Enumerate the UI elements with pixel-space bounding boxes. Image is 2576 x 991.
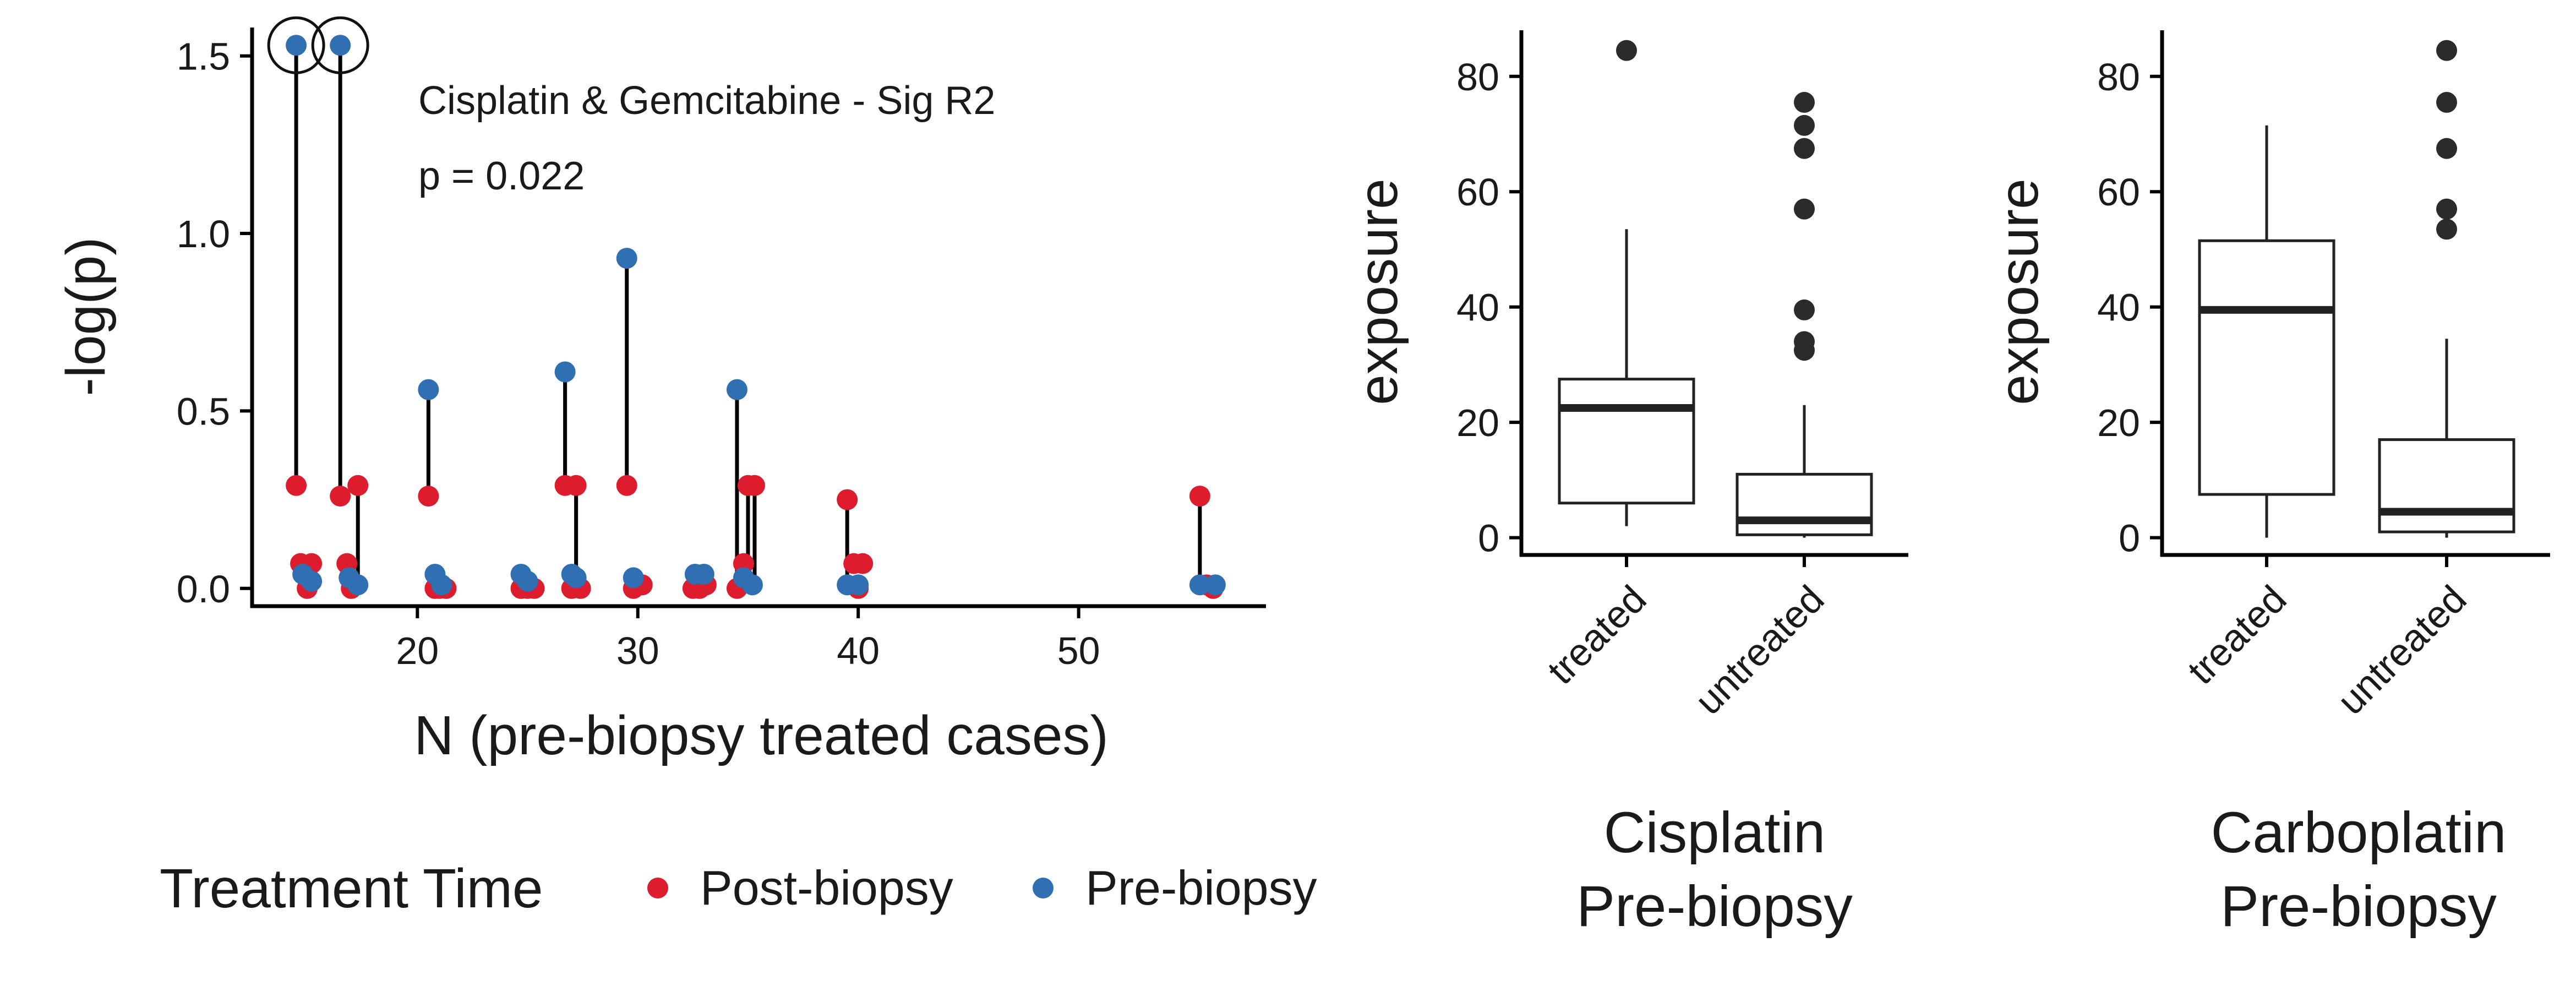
box-y-tick-label: 40 (1456, 286, 1499, 329)
scatter-x-axis-title: N (pre-biopsy treated cases) (414, 705, 1109, 766)
pre-biopsy-point (347, 574, 369, 596)
pre-biopsy-point (517, 570, 538, 592)
post-biopsy-point (286, 475, 307, 496)
pre-biopsy-point (623, 567, 644, 589)
legend-post-biopsy-marker (647, 878, 668, 899)
pre-biopsy-point (286, 35, 307, 56)
pre-biopsy-point (616, 248, 637, 269)
scatter-x-ticks: 20 30 40 50 (396, 606, 1100, 672)
post-biopsy-point (852, 553, 874, 574)
box-y-tick-label: 60 (2097, 171, 2140, 214)
cisplatin-caption-line2: Pre-biopsy (1576, 874, 1853, 939)
box-outlier (1794, 198, 1815, 220)
box-outlier (1794, 115, 1815, 136)
scatter-y-ticks: 0.0 0.5 1.0 1.5 (177, 35, 252, 611)
cisplatin-caption-line1: Cisplatin (1604, 801, 1826, 865)
box-outlier (1794, 331, 1815, 352)
pre-biopsy-point (741, 574, 763, 596)
post-biopsy-point (347, 475, 369, 496)
legend-pre-biopsy-marker (1033, 878, 1054, 899)
post-biopsy-point (744, 475, 765, 496)
pre-biopsy-point (693, 563, 714, 585)
carboplatin-y-axis-title: exposure (1988, 178, 2050, 405)
pre-biopsy-point (301, 570, 323, 592)
pre-biopsy-point (726, 379, 747, 400)
post-biopsy-point (616, 475, 637, 496)
scatter-x-tick-label: 30 (616, 629, 659, 672)
box-y-tick-label: 20 (1456, 401, 1499, 444)
post-biopsy-point (1189, 486, 1210, 507)
scatter-y-tick-label: 1.5 (177, 35, 230, 78)
scatter-x-tick-label: 20 (396, 629, 439, 672)
box-outlier (1794, 138, 1815, 159)
scatter-legend: Treatment Time Post-biopsy Pre-biopsy (160, 858, 1317, 919)
post-biopsy-point (330, 486, 351, 507)
carboplatin-caption-line1: Carboplatin (2211, 801, 2507, 865)
post-biopsy-point (565, 475, 587, 496)
pre-biopsy-point (330, 35, 351, 56)
box-x-tick-label: treated (1539, 577, 1654, 692)
pre-biopsy-point (554, 361, 576, 383)
cisplatin-y-axis-title: exposure (1347, 178, 1409, 405)
scatter-x-tick-label: 40 (837, 629, 880, 672)
box-outlier (1794, 299, 1815, 320)
cisplatin-boxes (1558, 40, 1873, 538)
box-iqr (2378, 438, 2515, 533)
legend-title: Treatment Time (160, 858, 543, 919)
carboplatin-boxes (2198, 40, 2515, 538)
pre-biopsy-point (418, 379, 439, 400)
box-y-tick-label: 40 (2097, 286, 2140, 329)
box-outlier (2436, 138, 2457, 159)
pre-biopsy-point (431, 574, 452, 596)
box-outlier (1616, 40, 1637, 61)
box-iqr (1735, 472, 1873, 536)
scatter-segments (294, 45, 1202, 589)
box-outlier (2436, 198, 2457, 220)
scatter-annotation-pvalue: p = 0.022 (418, 154, 585, 198)
box-outlier (1794, 91, 1815, 113)
carboplatin-y-ticks: 0 20 40 60 80 (2097, 56, 2162, 560)
box-y-tick-label: 0 (2119, 517, 2140, 560)
box-y-tick-label: 60 (1456, 171, 1499, 214)
post-biopsy-point (837, 489, 858, 510)
scatter-annotation-title: Cisplatin & Gemcitabine - Sig R2 (418, 79, 995, 123)
legend-pre-biopsy-label: Pre-biopsy (1085, 861, 1317, 915)
highlight-circle (267, 16, 325, 74)
pre-biopsy-point (1204, 574, 1226, 596)
box-y-tick-label: 80 (2097, 56, 2140, 99)
scatter-highlight-circles (267, 16, 369, 74)
highlight-circle (311, 16, 369, 74)
scatter-y-tick-label: 0.0 (177, 568, 230, 611)
scatter-y-axis-title: -log(p) (55, 237, 117, 396)
box-x-tick-label: treated (2179, 577, 2294, 692)
scatter-points (286, 35, 1226, 599)
box-iqr (2198, 239, 2335, 496)
post-biopsy-point (418, 486, 439, 507)
pre-biopsy-point (848, 574, 869, 596)
carboplatin-x-ticks: treated untreated (2179, 555, 2475, 723)
scatter-y-tick-label: 0.5 (177, 390, 230, 433)
cisplatin-x-ticks: treated untreated (1539, 555, 1832, 723)
legend-post-biopsy-label: Post-biopsy (700, 861, 953, 915)
carboplatin-boxplot-panel: 0 20 40 60 80 treated untreated exposure Carb… (1988, 30, 2550, 939)
box-y-tick-label: 80 (1456, 56, 1499, 99)
scatter-y-tick-label: 1.0 (177, 213, 230, 255)
cisplatin-boxplot-panel: 0 20 40 60 80 treated untreated exposure Cisp… (1347, 30, 1908, 939)
pre-biopsy-point (565, 567, 587, 589)
box-outlier (2436, 40, 2457, 61)
scatter-x-tick-label: 50 (1057, 629, 1100, 672)
box-iqr (1558, 378, 1695, 505)
pre-biopsy-point (1189, 574, 1210, 596)
box-y-tick-label: 20 (2097, 401, 2140, 444)
box-y-tick-label: 0 (1478, 517, 1499, 560)
carboplatin-caption-line2: Pre-biopsy (2220, 874, 2497, 939)
box-x-tick-label: untreated (1687, 577, 1832, 722)
cisplatin-y-ticks: 0 20 40 60 80 (1456, 56, 1521, 560)
box-outlier (2436, 91, 2457, 113)
box-outlier (2436, 219, 2457, 240)
scatter-panel: 20 30 40 50 0.0 0.5 1.0 1.5 Cisplatin & Gemcit… (55, 16, 1317, 919)
box-x-tick-label: untreated (2329, 577, 2474, 722)
